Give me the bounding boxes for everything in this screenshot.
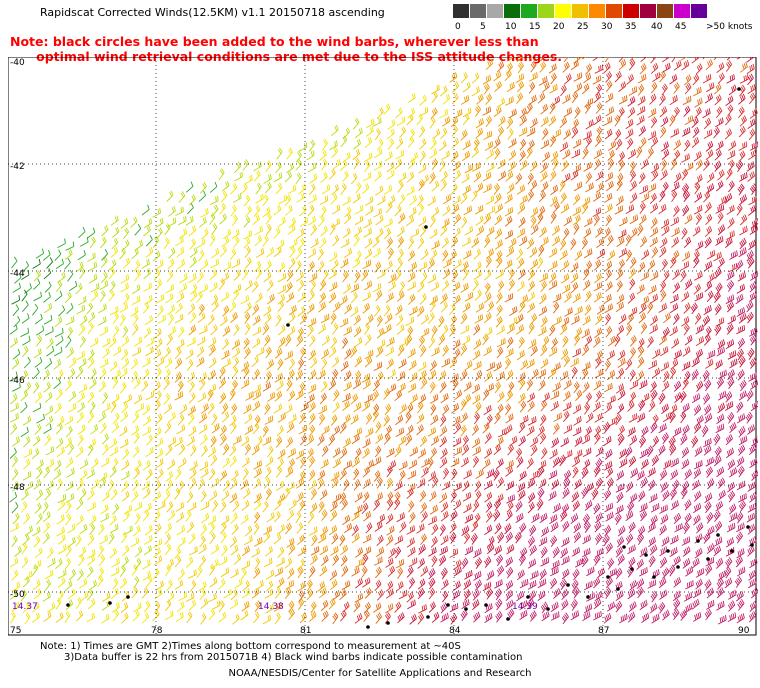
time-label: 14.39 bbox=[512, 602, 538, 612]
legend-label: 5 bbox=[480, 22, 486, 32]
contamination-dot bbox=[424, 225, 428, 229]
wind-barbs bbox=[9, 57, 758, 625]
lon-tick-label: 81 bbox=[300, 626, 311, 636]
legend-label: 15 bbox=[529, 22, 541, 32]
legend-swatch bbox=[606, 4, 622, 18]
legend-label: 25 bbox=[577, 22, 589, 32]
lon-tick-label: 84 bbox=[449, 626, 461, 636]
contamination-dot bbox=[446, 603, 450, 607]
legend-label: 40 bbox=[651, 22, 663, 32]
footer-notes: Note: 1) Times are GMT 2)Times along bot… bbox=[40, 641, 522, 663]
contamination-dot bbox=[652, 575, 656, 579]
legend-swatch bbox=[555, 4, 571, 18]
contamination-dot bbox=[366, 625, 370, 629]
legend-swatch bbox=[589, 4, 605, 18]
legend-swatch bbox=[538, 4, 554, 18]
contamination-dot bbox=[484, 603, 488, 607]
legend-swatch bbox=[572, 4, 588, 18]
contamination-dot bbox=[622, 545, 626, 549]
time-label: 14.38 bbox=[258, 602, 284, 612]
legend-label: 0 bbox=[455, 22, 461, 32]
contamination-dot bbox=[666, 549, 670, 553]
contamination-dot bbox=[546, 607, 550, 611]
legend-swatch bbox=[623, 4, 639, 18]
legend-swatch bbox=[504, 4, 520, 18]
legend-label: 20 bbox=[553, 22, 565, 32]
wind-barb-group bbox=[43, 72, 544, 625]
wind-barb-group bbox=[428, 247, 758, 625]
footer-note-line-1: Note: 1) Times are GMT 2)Times along bot… bbox=[40, 641, 461, 652]
wind-barb-group bbox=[11, 257, 53, 305]
legend-swatch bbox=[470, 4, 486, 18]
contamination-dot bbox=[586, 595, 590, 599]
contamination-dot bbox=[737, 87, 741, 91]
contamination-dot bbox=[730, 549, 734, 553]
lat-tick-label: -42 bbox=[10, 162, 25, 172]
legend-swatch bbox=[657, 4, 673, 18]
contamination-dot bbox=[66, 603, 70, 607]
wind-barb-group bbox=[9, 181, 218, 514]
contamination-dot bbox=[566, 583, 570, 587]
legend-swatch bbox=[674, 4, 690, 18]
wind-barb-group bbox=[394, 57, 758, 625]
lat-tick-label: -40 bbox=[10, 58, 25, 68]
contamination-dot bbox=[464, 607, 468, 611]
lon-tick-label: 90 bbox=[738, 626, 750, 636]
contamination-dot bbox=[746, 525, 750, 529]
wind-barb-group bbox=[9, 117, 382, 611]
contamination-dot bbox=[716, 533, 720, 537]
contamination-dot bbox=[126, 595, 130, 599]
contamination-dot bbox=[750, 543, 754, 547]
contamination-dot bbox=[616, 587, 620, 591]
map-frame bbox=[8, 57, 757, 636]
lon-tick-label: 87 bbox=[598, 626, 609, 636]
contamination-dot bbox=[644, 553, 648, 557]
legend-label: 35 bbox=[625, 22, 637, 32]
contamination-dot bbox=[286, 323, 290, 327]
lat-tick-label: -48 bbox=[10, 483, 25, 493]
contamination-dot bbox=[696, 539, 700, 543]
page-title: Rapidscat Corrected Winds(12.5KM) v1.1 2… bbox=[40, 6, 385, 19]
axis-labels: -40 -42 -44 -46 -48 -50 75 78 81 84 87 90 bbox=[10, 58, 750, 636]
lat-lon-grid bbox=[8, 57, 756, 635]
lon-tick-label: 75 bbox=[10, 626, 21, 636]
legend-label: >50 knots bbox=[706, 22, 753, 32]
contamination-dot bbox=[526, 595, 530, 599]
lat-tick-label: -44 bbox=[10, 269, 25, 279]
wind-barb-group bbox=[9, 93, 451, 625]
contamination-markers bbox=[66, 87, 754, 629]
lat-tick-label: -46 bbox=[10, 376, 25, 386]
footer-credit: NOAA/NESDIS/Center for Satellite Applica… bbox=[228, 668, 532, 679]
contamination-dot bbox=[606, 575, 610, 579]
contamination-dot bbox=[630, 567, 634, 571]
legend-swatch bbox=[691, 4, 707, 18]
wind-barb-group bbox=[262, 57, 748, 625]
legend-swatch bbox=[640, 4, 656, 18]
wind-barb-group bbox=[340, 57, 758, 625]
footer-note-line-2: 3)Data buffer is 22 hrs from 2015071B 4)… bbox=[64, 652, 523, 663]
time-label: 14.37 bbox=[12, 602, 38, 612]
legend-label: 10 bbox=[505, 22, 517, 32]
contamination-dot bbox=[108, 601, 112, 605]
contamination-dot bbox=[676, 565, 680, 569]
time-labels: 14.37 14.38 14.39 bbox=[12, 602, 538, 612]
wind-barb-group bbox=[174, 57, 636, 624]
note-line-1: Note: black circles have been added to t… bbox=[10, 34, 539, 49]
legend-label: 45 bbox=[675, 22, 687, 32]
contamination-dot bbox=[706, 557, 710, 561]
contamination-dot bbox=[386, 621, 390, 625]
legend-swatch bbox=[521, 4, 537, 18]
legend-swatch bbox=[453, 4, 469, 18]
legend-swatch bbox=[487, 4, 503, 18]
lat-tick-label: -50 bbox=[10, 590, 25, 600]
contamination-dot bbox=[506, 617, 510, 621]
lon-tick-label: 78 bbox=[151, 626, 163, 636]
contamination-dot bbox=[426, 615, 430, 619]
legend-label: 30 bbox=[601, 22, 613, 32]
